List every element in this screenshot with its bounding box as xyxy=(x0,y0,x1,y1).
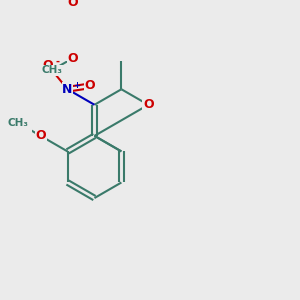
Text: O: O xyxy=(43,59,53,72)
Text: O: O xyxy=(68,52,78,65)
Text: CH₃: CH₃ xyxy=(8,118,29,128)
Text: +: + xyxy=(74,81,81,90)
Text: O: O xyxy=(143,98,154,111)
Text: O: O xyxy=(68,0,78,9)
Text: O: O xyxy=(35,129,46,142)
Text: CH₃: CH₃ xyxy=(42,65,63,75)
Text: N: N xyxy=(62,83,73,96)
Text: O: O xyxy=(85,79,95,92)
Text: -: - xyxy=(56,57,60,67)
